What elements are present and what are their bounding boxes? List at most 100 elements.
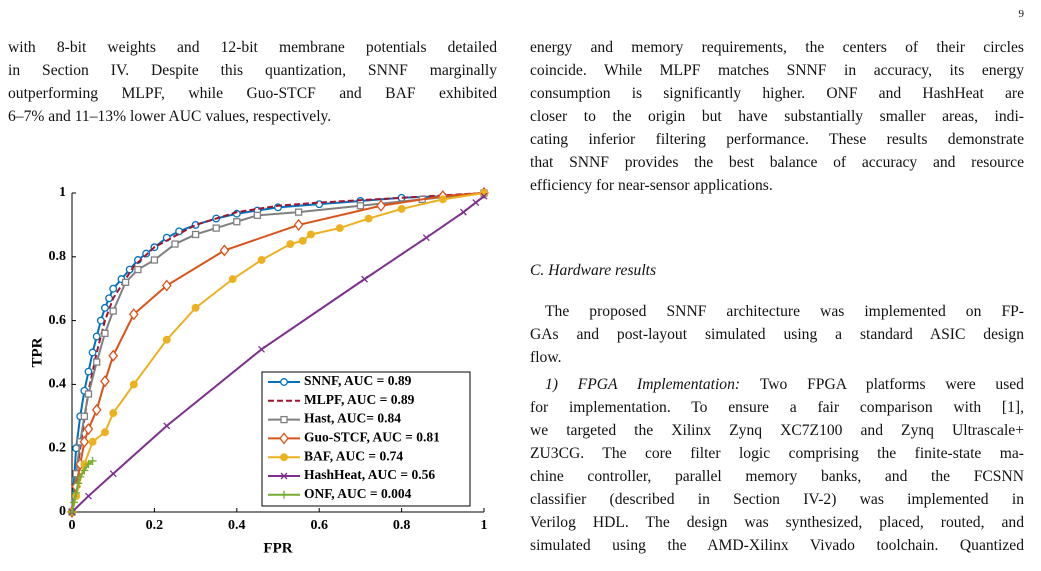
y-tick-label: 1 [59, 185, 66, 200]
text-line: flow. [530, 349, 562, 366]
marker [293, 218, 304, 231]
marker [480, 192, 488, 200]
marker [88, 437, 97, 446]
marker [294, 208, 303, 216]
marker [84, 367, 93, 376]
text-line: simulated using the AMD-Xilinx Vivado to… [530, 537, 1024, 554]
marker [228, 275, 237, 284]
marker [108, 349, 119, 362]
marker [109, 284, 118, 293]
marker [171, 240, 179, 248]
marker [84, 390, 93, 398]
marker [80, 412, 89, 420]
marker [134, 265, 142, 274]
marker [376, 199, 386, 212]
marker [150, 256, 159, 264]
series-line [71, 195, 485, 513]
marker [212, 224, 220, 232]
marker [105, 294, 114, 303]
marker [101, 428, 109, 437]
marker [163, 422, 171, 430]
marker [92, 332, 101, 341]
text-line: consumption is significantly higher. ONF… [530, 85, 1024, 102]
marker [121, 278, 130, 286]
marker [109, 409, 118, 418]
legend: SNNF, AUC = 0.89 MLPF, AUC = 0.89 Hast, AU… [261, 371, 471, 507]
text-line: in Section IV. Despite this quantization… [8, 62, 497, 79]
legend-label: SNNF, AUC = 0.89 [304, 373, 412, 388]
legend-label: MLPF, AUC = 0.89 [304, 392, 415, 407]
marker [74, 479, 83, 488]
y-axis-label: TPR [29, 337, 45, 367]
x-tick-label: 0.6 [310, 518, 328, 533]
marker [422, 234, 430, 242]
series-line [71, 192, 485, 513]
legend-marker [280, 472, 288, 480]
marker [129, 380, 138, 389]
text-line: for implementation. To ensure a fair com… [530, 399, 1024, 416]
marker [93, 358, 101, 366]
run-in-heading: 1) FPGA Implementation: [545, 376, 741, 393]
chart: 0 0.2 0.4 0.6 0.8 1 0 0.2 0.4 0.6 0.8 1 FPR TPR SNNF, … [29, 185, 489, 556]
marker [219, 244, 230, 257]
text-line: efficiency for near-sensor applications. [530, 177, 773, 194]
marker [109, 307, 117, 315]
marker [80, 466, 89, 475]
y-tick-label: 0 [59, 504, 66, 519]
legend-marker [279, 432, 289, 445]
text-line: coincide. While MLPF matches SNNF in acc… [530, 62, 1024, 79]
legend-marker [280, 415, 288, 424]
marker [257, 256, 266, 264]
left-column: with 8-bit weights and 12-bit membrane p… [8, 36, 497, 128]
marker [91, 403, 102, 416]
marker [307, 230, 315, 239]
marker [161, 279, 172, 292]
marker [258, 345, 265, 353]
y-tick-label: 0.4 [49, 377, 67, 392]
marker [109, 470, 117, 478]
legend-label: Guo-STCF, AUC = 0.81 [304, 429, 440, 444]
y-tick-label: 0.8 [49, 249, 67, 264]
legend-label: HashHeat, AUC = 0.56 [304, 467, 435, 482]
legend-label: BAF, AUC = 0.74 [304, 448, 403, 463]
y-tick-label: 0.6 [49, 313, 67, 328]
marker [253, 211, 262, 219]
marker [459, 208, 467, 216]
text-line: that SNNF provides the best balance of a… [530, 154, 1024, 171]
marker [472, 199, 480, 207]
x-tick-label: 1 [481, 518, 488, 533]
marker [361, 275, 368, 283]
text-line: 6–7% and 11–13% lower AUC values, respec… [8, 108, 332, 125]
marker [101, 303, 109, 312]
marker [191, 303, 200, 312]
legend-label: Hast, AUC= 0.84 [304, 411, 401, 426]
marker [438, 195, 447, 204]
marker [76, 472, 85, 481]
marker [191, 230, 200, 239]
marker [88, 348, 97, 357]
marker [162, 335, 171, 344]
marker [101, 329, 109, 338]
marker [83, 423, 94, 436]
marker [397, 205, 406, 213]
series-line [71, 192, 485, 513]
marker [175, 227, 184, 236]
text-line: GAs and post-layout simulated using a st… [530, 326, 1024, 343]
marker [286, 240, 295, 248]
text-line: 1) FPGA Implementation: Two FPGA platfor… [530, 373, 1024, 396]
x-tick-label: 0.8 [393, 518, 411, 533]
page-number: 9 [1018, 8, 1025, 20]
marker [79, 435, 90, 448]
marker [96, 316, 105, 325]
text-line: Verilog HDL. The design was synthesized,… [530, 514, 1024, 531]
text-line: closer to the origin but have substantia… [530, 108, 1024, 125]
text-line: cating inferior filtering performance. T… [530, 131, 1024, 148]
series-line [71, 192, 485, 513]
paragraph: The proposed SNNF architecture was imple… [530, 300, 1024, 369]
right-column: energy and memory requirements, the cent… [530, 36, 1024, 557]
section-heading: C. Hardware results [530, 262, 657, 279]
legend-marker [280, 453, 288, 462]
marker [68, 508, 76, 516]
marker [233, 218, 241, 226]
y-tick-label: 0.2 [49, 440, 67, 455]
